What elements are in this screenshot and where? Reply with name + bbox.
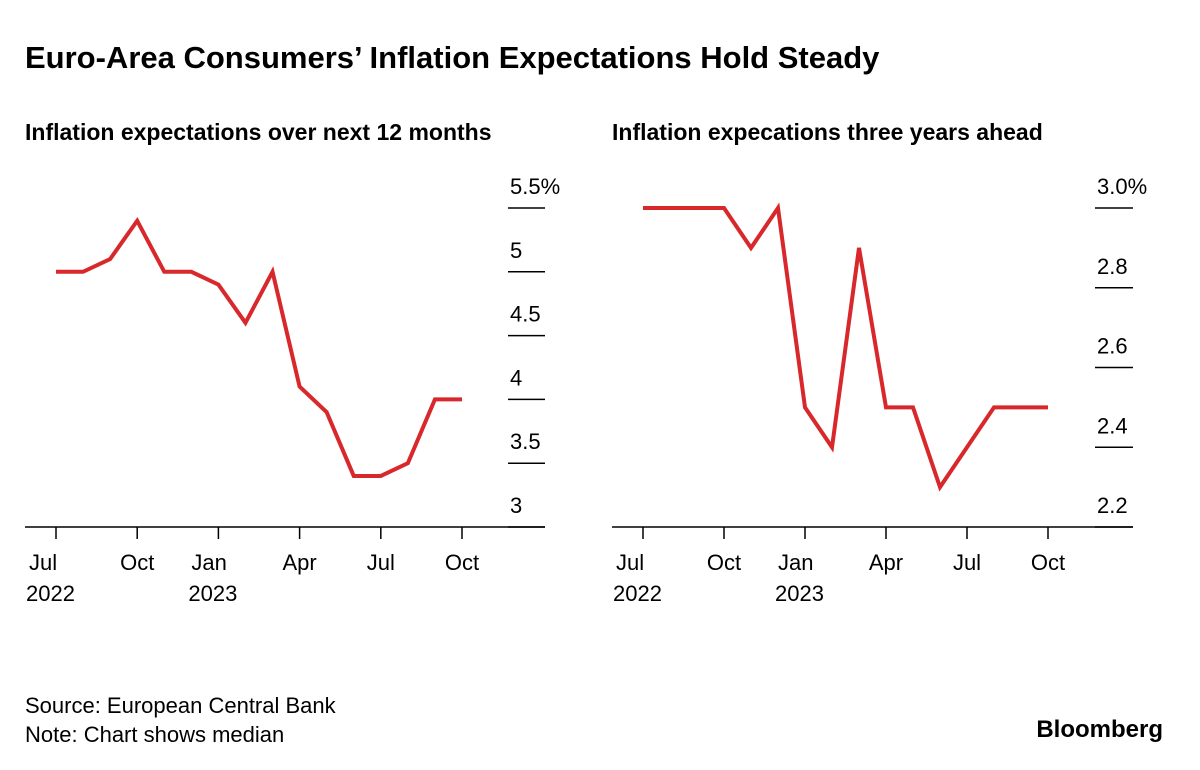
y-tick-label: 5 [510,238,522,263]
y-tick-label: 3 [510,493,522,518]
chart-subtitle: Inflation expecations three years ahead [612,119,1043,145]
y-tick-label: 4.5 [510,302,541,327]
x-tick-label: Jul 2022 [613,550,662,606]
y-tick-label: 2.8 [1097,254,1128,279]
y-tick-label: 2.4 [1097,413,1128,438]
x-tick-label: Apr [869,550,903,575]
y-tick-label: 3.5 [510,429,541,454]
y-tick-label: 4 [510,365,522,390]
data-line [643,202,1048,492]
brand: Bloomberg [1036,716,1163,743]
note: Note: Chart shows median [25,722,284,747]
x-tick-label: Jan 2023 [775,550,824,606]
y-tick-label: 2.2 [1097,493,1128,518]
x-tick-label: Apr [282,550,316,575]
chart-title: Euro-Area Consumers’ Inflation Expectati… [25,40,880,75]
x-tick-label: Jul 2022 [26,550,75,606]
data-line [56,216,462,478]
source: Source: European Central Bank [25,693,337,718]
x-tick-label: Oct [707,550,741,575]
chart-subtitle: Inflation expectations over next 12 mont… [25,119,492,145]
x-tick-label: Oct [445,550,479,575]
y-tick-label: 2.6 [1097,334,1128,359]
x-tick-label: Oct [1031,550,1065,575]
x-tick-label: Oct [120,550,154,575]
x-tick-label: Jul [953,550,981,575]
x-tick-label: Jul [367,550,395,575]
y-tick-label: 5.5% [510,174,560,199]
y-tick-label: 3.0% [1097,174,1147,199]
x-tick-label: Jan 2023 [188,550,237,606]
